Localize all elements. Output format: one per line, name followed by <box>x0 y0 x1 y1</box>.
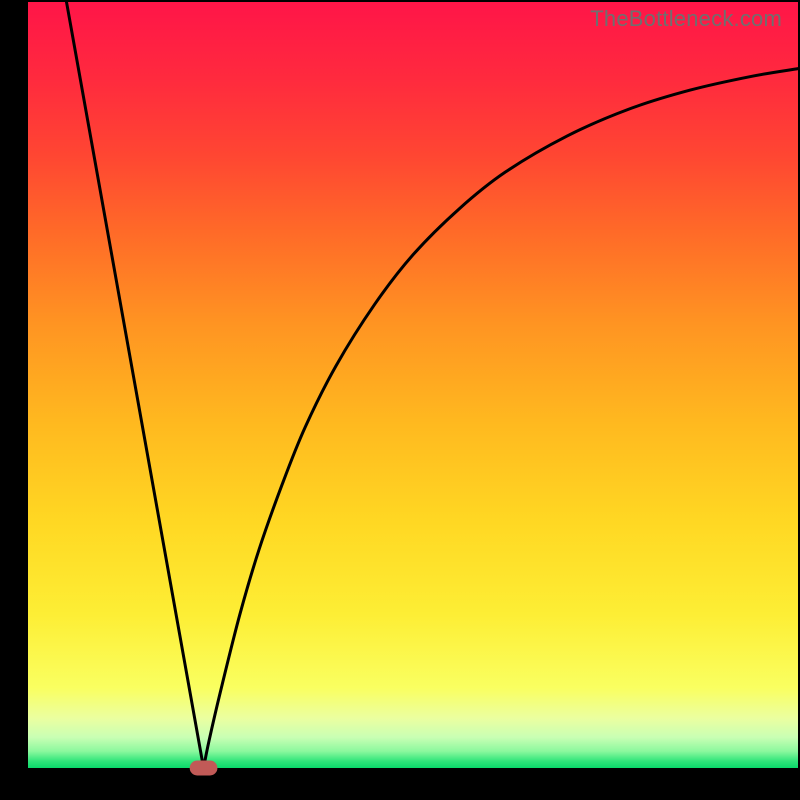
bottleneck-chart <box>0 0 800 800</box>
minimum-marker <box>190 761 218 776</box>
chart-container: TheBottleneck.com <box>0 0 800 800</box>
plot-background <box>28 2 798 768</box>
watermark-text: TheBottleneck.com <box>590 6 782 32</box>
